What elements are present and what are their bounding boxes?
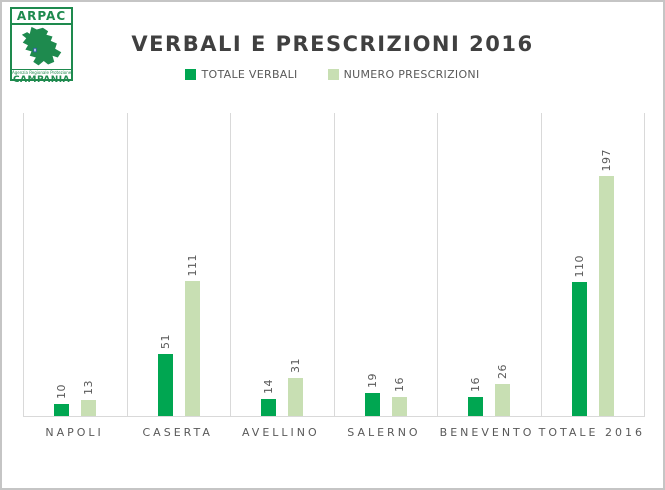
bar-value-label: 13	[82, 380, 96, 395]
bar-value-label: 51	[158, 334, 172, 349]
category-label: BENEVENTO	[439, 426, 535, 439]
bar	[571, 282, 587, 416]
arpac-logo: ARPAC Agenzia Regionale Protezione Ambie…	[10, 7, 73, 85]
category-column: 51 111	[126, 113, 231, 416]
logo-arpac-text: ARPAC	[12, 9, 71, 25]
legend-swatch-totale-verbali-icon	[185, 69, 197, 80]
category-label: NAPOLI	[45, 426, 104, 439]
bar	[184, 281, 200, 416]
category-column: 19 16	[333, 113, 438, 416]
bar-value-label: 19	[365, 373, 379, 388]
bar-value-label: 26	[496, 364, 510, 379]
legend-item-totale-verbali: TOTALE VERBALI	[185, 68, 297, 81]
chart-legend: TOTALE VERBALI NUMERO PRESCRIZIONI	[2, 68, 663, 81]
category-column: 110 197	[540, 113, 645, 416]
category-label: CASERTA	[142, 426, 213, 439]
logo-footer: Agenzia Regionale Protezione Ambientale …	[12, 69, 71, 86]
legend-swatch-numero-prescrizioni-icon	[327, 69, 339, 80]
logo-region-text: CAMPANIA	[12, 75, 71, 85]
bar	[288, 378, 304, 416]
bar-group: 19	[364, 373, 380, 416]
bar-group: 197	[598, 148, 614, 416]
bar-group: 110	[571, 254, 587, 416]
chart-title: VERBALI E PRESCRIZIONI 2016	[131, 32, 534, 56]
x-axis-labels: NAPOLI CASERTA AVELLINO SALERNO BENEVENTO TOT…	[23, 426, 645, 439]
bar-value-label: 16	[469, 377, 483, 392]
bar-value-label: 111	[185, 253, 199, 277]
legend-label-numero-prescrizioni: NUMERO PRESCRIZIONI	[343, 68, 480, 81]
bar	[261, 399, 277, 416]
bar	[54, 404, 70, 416]
bar-group: 51	[157, 334, 173, 416]
logo-agency-line: Agenzia Regionale Protezione Ambientale	[12, 70, 71, 75]
bar-value-label: 16	[392, 377, 406, 392]
plot-area: 10 13 51 111 14 31 19 16 16 26 110 197	[23, 113, 645, 417]
bar	[598, 176, 614, 416]
bar	[157, 354, 173, 416]
bar-group: 10	[54, 384, 70, 416]
category-label: AVELLINO	[241, 426, 320, 439]
bar-group: 14	[261, 379, 277, 416]
legend-label-totale-verbali: TOTALE VERBALI	[201, 68, 298, 81]
bar-group: 31	[288, 358, 304, 416]
category-column: 10 13	[23, 113, 127, 416]
legend-item-numero-prescrizioni: NUMERO PRESCRIZIONI	[327, 68, 480, 81]
bar	[391, 397, 407, 416]
bar	[364, 393, 380, 416]
bar-group: 13	[81, 380, 97, 416]
campania-map-icon	[12, 25, 71, 69]
bar-group: 111	[184, 253, 200, 416]
bar-group: 26	[495, 364, 511, 416]
bar-value-label: 110	[572, 254, 586, 278]
bar-value-label: 10	[55, 384, 69, 399]
bar-group: 16	[468, 377, 484, 416]
category-label: SALERNO	[347, 426, 421, 439]
category-column: 16 26	[437, 113, 541, 416]
bar	[468, 397, 484, 416]
category-column: 14 31	[230, 113, 334, 416]
bar-group: 16	[391, 377, 407, 416]
category-label: TOTALE 2016	[538, 426, 645, 439]
bar-value-label: 31	[289, 358, 303, 373]
bar	[495, 384, 511, 416]
bar-value-label: 197	[599, 148, 613, 172]
bar-value-label: 14	[262, 379, 276, 394]
bar	[81, 400, 97, 416]
